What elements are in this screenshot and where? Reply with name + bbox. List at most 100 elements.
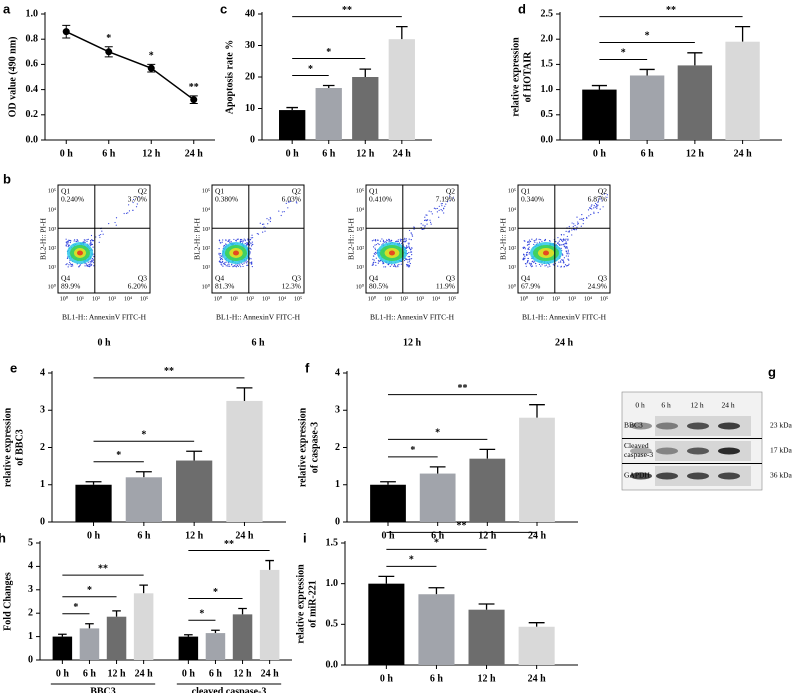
error-bar bbox=[322, 84, 335, 89]
event-dot bbox=[219, 261, 222, 263]
significance-label: * bbox=[326, 47, 331, 58]
event-dot bbox=[406, 246, 408, 248]
event-dot bbox=[251, 234, 253, 236]
blot-band bbox=[656, 472, 678, 480]
event-dot bbox=[88, 264, 90, 266]
event-dot bbox=[136, 203, 138, 205]
event-dot bbox=[92, 246, 94, 248]
x-tick-label: 10² bbox=[552, 296, 560, 302]
event-dot bbox=[433, 207, 436, 209]
event-dot bbox=[393, 263, 396, 266]
x-tick-label: 12 h bbox=[108, 668, 127, 679]
x-tick-label: 10⁴ bbox=[584, 296, 592, 302]
event-dot bbox=[535, 265, 537, 267]
quadrant-name: Q4 bbox=[61, 274, 70, 283]
event-dot bbox=[373, 239, 375, 241]
event-dot bbox=[262, 231, 264, 233]
event-dot bbox=[527, 257, 529, 260]
event-dot bbox=[84, 265, 86, 267]
event-dot bbox=[530, 264, 532, 267]
quadrant-name: Q3 bbox=[446, 274, 455, 283]
event-dot bbox=[229, 265, 231, 267]
event-dot bbox=[233, 264, 235, 267]
event-dot bbox=[528, 246, 530, 248]
error-bar bbox=[236, 387, 253, 401]
event-dot bbox=[252, 243, 254, 245]
error-bar bbox=[479, 448, 496, 459]
event-dot bbox=[290, 200, 292, 202]
event-dot bbox=[603, 193, 605, 195]
x-tick-label: 10⁰ bbox=[60, 295, 69, 302]
event-dot bbox=[423, 219, 426, 221]
event-dot bbox=[408, 229, 411, 232]
size-label: 36 kDa bbox=[770, 471, 793, 480]
row-label: GAPDH bbox=[624, 471, 650, 480]
event-dot bbox=[388, 238, 390, 240]
quadrant-name: Q4 bbox=[521, 274, 530, 283]
event-dot bbox=[408, 246, 411, 248]
group-label: BBC3 bbox=[90, 686, 116, 693]
event-dot bbox=[560, 247, 562, 249]
event-dot bbox=[590, 207, 592, 210]
event-dot bbox=[251, 261, 253, 264]
error-bar bbox=[380, 481, 396, 485]
x-tick-label: 0 h bbox=[380, 673, 394, 684]
event-dot bbox=[444, 205, 446, 207]
x-tick-label: 6 h bbox=[102, 148, 116, 159]
event-dot bbox=[218, 240, 221, 242]
event-dot bbox=[534, 241, 536, 243]
x-tick-label: 24 h bbox=[528, 673, 547, 684]
error-bar bbox=[529, 404, 545, 418]
y-tick-label: 10 bbox=[245, 103, 255, 114]
event-dot bbox=[138, 196, 140, 198]
y-tick-label: 0.8 bbox=[26, 33, 39, 44]
event-dot bbox=[544, 265, 546, 267]
significance-label: ** bbox=[224, 539, 234, 550]
event-dot bbox=[221, 264, 223, 266]
event-dot bbox=[562, 259, 564, 261]
event-dot bbox=[566, 243, 568, 245]
y-tick-label: 20 bbox=[245, 71, 255, 82]
event-dot bbox=[525, 253, 528, 256]
row-label: caspase-3 bbox=[624, 450, 653, 459]
event-dot bbox=[403, 241, 406, 243]
event-dot bbox=[525, 265, 527, 267]
event-dot bbox=[391, 264, 393, 266]
quadrant-percent: 11.9% bbox=[436, 282, 455, 291]
panel-letter: g bbox=[768, 364, 776, 379]
y-tick-label: 10¹ bbox=[356, 265, 364, 271]
event-dot bbox=[581, 218, 583, 220]
y-tick-label: 0.5 bbox=[326, 619, 339, 630]
bar bbox=[279, 110, 306, 140]
significance-label: * bbox=[116, 450, 121, 461]
event-dot bbox=[218, 248, 220, 250]
quadrant-name: Q1 bbox=[61, 187, 70, 196]
bar bbox=[106, 616, 127, 660]
event-dot bbox=[533, 240, 535, 242]
event-dot bbox=[235, 264, 237, 266]
event-dot bbox=[371, 264, 373, 266]
event-dot bbox=[235, 240, 238, 242]
quadrant-name: Q1 bbox=[369, 187, 378, 196]
event-dot bbox=[229, 241, 231, 244]
panel-letter: b bbox=[3, 171, 11, 186]
x-tick-label: 12 h bbox=[686, 148, 705, 159]
event-dot bbox=[374, 244, 376, 246]
event-dot bbox=[528, 243, 530, 245]
quadrant-percent: 0.340% bbox=[521, 195, 544, 204]
event-dot bbox=[449, 200, 451, 202]
event-dot bbox=[397, 240, 399, 243]
event-dot bbox=[90, 234, 93, 237]
event-dot bbox=[91, 257, 94, 260]
y-tick-label: 10⁴ bbox=[202, 208, 210, 214]
event-dot bbox=[565, 243, 567, 245]
y-tick-label: 10¹ bbox=[48, 265, 56, 271]
event-dot bbox=[565, 255, 567, 257]
event-dot bbox=[219, 253, 222, 255]
quadrant-name: Q4 bbox=[369, 274, 378, 283]
event-dot bbox=[67, 243, 69, 245]
event-dot bbox=[405, 238, 407, 240]
event-dot bbox=[562, 240, 564, 243]
event-dot bbox=[566, 247, 569, 249]
